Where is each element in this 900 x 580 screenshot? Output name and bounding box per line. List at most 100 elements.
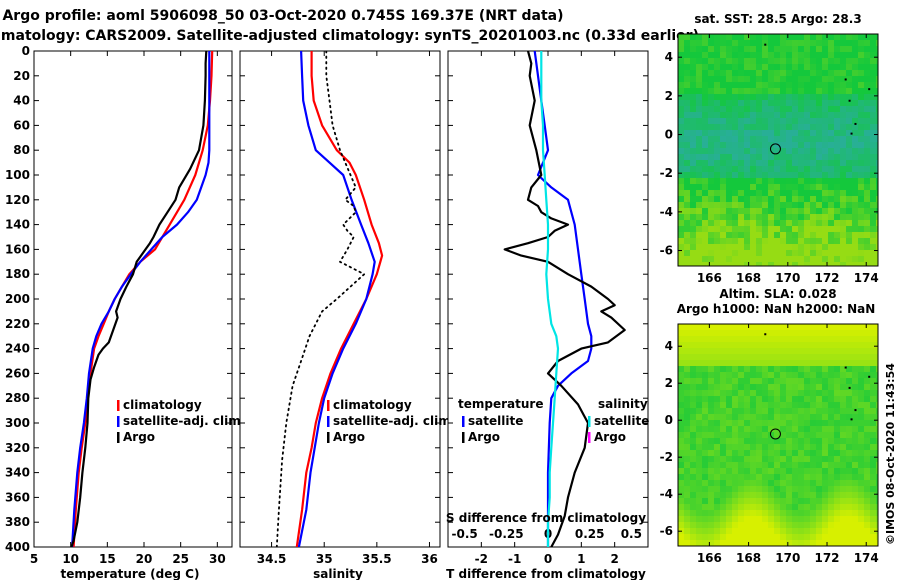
- map-cell: [720, 52, 727, 59]
- map-cell: [780, 88, 787, 95]
- map-cell: [684, 166, 691, 173]
- map-cell: [786, 498, 793, 505]
- map-cell: [792, 402, 799, 409]
- map-cell: [702, 366, 709, 373]
- map-cell: [690, 94, 697, 101]
- map-cell: [876, 130, 878, 137]
- map-cell: [690, 112, 697, 119]
- map-cell: [870, 474, 877, 481]
- map-cell: [738, 534, 745, 541]
- map-lon-label: 174: [854, 271, 879, 285]
- map-cell: [684, 226, 691, 233]
- map-cell: [690, 214, 697, 221]
- map-cell: [714, 498, 721, 505]
- map-cell: [822, 160, 829, 167]
- map-cell: [870, 88, 877, 95]
- depth-tick-label: 240: [5, 342, 30, 356]
- map-cell: [810, 504, 817, 511]
- map-cell: [774, 64, 781, 71]
- map-cell: [828, 528, 835, 535]
- map-cell: [852, 70, 859, 77]
- map-cell: [792, 516, 799, 523]
- map-cell: [846, 40, 853, 47]
- legend-label-argo: Argo: [123, 430, 155, 444]
- map-cell: [762, 390, 769, 397]
- map-cell: [696, 336, 703, 343]
- map-cell: [762, 534, 769, 541]
- map-cell: [690, 118, 697, 125]
- map-cell: [690, 172, 697, 179]
- map-cell: [696, 378, 703, 385]
- map-cell: [816, 184, 823, 191]
- map-cell: [768, 528, 775, 535]
- map-cell: [714, 166, 721, 173]
- map-cell: [696, 196, 703, 203]
- map-cell: [840, 40, 847, 47]
- map-cell: [786, 504, 793, 511]
- map-cell: [780, 250, 787, 257]
- map-cell: [708, 450, 715, 457]
- map-cell: [852, 148, 859, 155]
- map-cell: [828, 154, 835, 161]
- map-cell: [744, 366, 751, 373]
- map-cell: [870, 414, 877, 421]
- map-cell: [720, 444, 727, 451]
- map-cell: [678, 94, 685, 101]
- map-cell: [744, 76, 751, 83]
- map-cell: [744, 214, 751, 221]
- map-cell: [756, 136, 763, 143]
- map-cell: [798, 208, 805, 215]
- map-cell: [684, 46, 691, 53]
- map-cell: [702, 40, 709, 47]
- map-cell: [852, 540, 859, 546]
- map-cell: [684, 64, 691, 71]
- map-cell: [762, 256, 769, 263]
- map-cell: [744, 408, 751, 415]
- map-cell: [726, 112, 733, 119]
- map-cell: [840, 82, 847, 89]
- map-cell: [702, 414, 709, 421]
- map-cell: [864, 528, 871, 535]
- map-cell: [744, 220, 751, 227]
- map-cell: [822, 438, 829, 445]
- map-cell: [696, 118, 703, 125]
- map-cell: [786, 40, 793, 47]
- map-cell: [732, 360, 739, 367]
- map-cell: [738, 390, 745, 397]
- map-cell: [678, 244, 685, 251]
- map-cell: [726, 360, 733, 367]
- map-cell: [750, 250, 757, 257]
- map-cell: [780, 456, 787, 463]
- map-cell: [816, 522, 823, 529]
- map-cell: [756, 432, 763, 439]
- map-cell: [828, 474, 835, 481]
- map-cell: [876, 330, 878, 337]
- map-cell: [792, 462, 799, 469]
- map-cell: [834, 148, 841, 155]
- map-cell: [756, 250, 763, 257]
- map-cell: [726, 408, 733, 415]
- map-cell: [822, 360, 829, 367]
- map-cell: [708, 160, 715, 167]
- map-cell: [684, 444, 691, 451]
- map-cell: [780, 402, 787, 409]
- map-cell: [786, 262, 793, 266]
- map-cell: [714, 492, 721, 499]
- depth-tick-label: 140: [5, 218, 30, 232]
- map-cell: [702, 534, 709, 541]
- legend-label-s-satellite: satellite: [594, 414, 649, 428]
- map-cell: [798, 408, 805, 415]
- map-cell: [804, 444, 811, 451]
- map-cell: [858, 522, 865, 529]
- map-cell: [702, 510, 709, 517]
- argo-position-marker: [769, 428, 781, 440]
- map-cell: [846, 178, 853, 185]
- map-cell: [684, 366, 691, 373]
- map-cell: [720, 336, 727, 343]
- map-cell: [858, 348, 865, 355]
- map-cell: [690, 432, 697, 439]
- map-cell: [876, 118, 878, 125]
- map-cell: [864, 220, 871, 227]
- map-cell: [816, 190, 823, 197]
- map-cell: [858, 432, 865, 439]
